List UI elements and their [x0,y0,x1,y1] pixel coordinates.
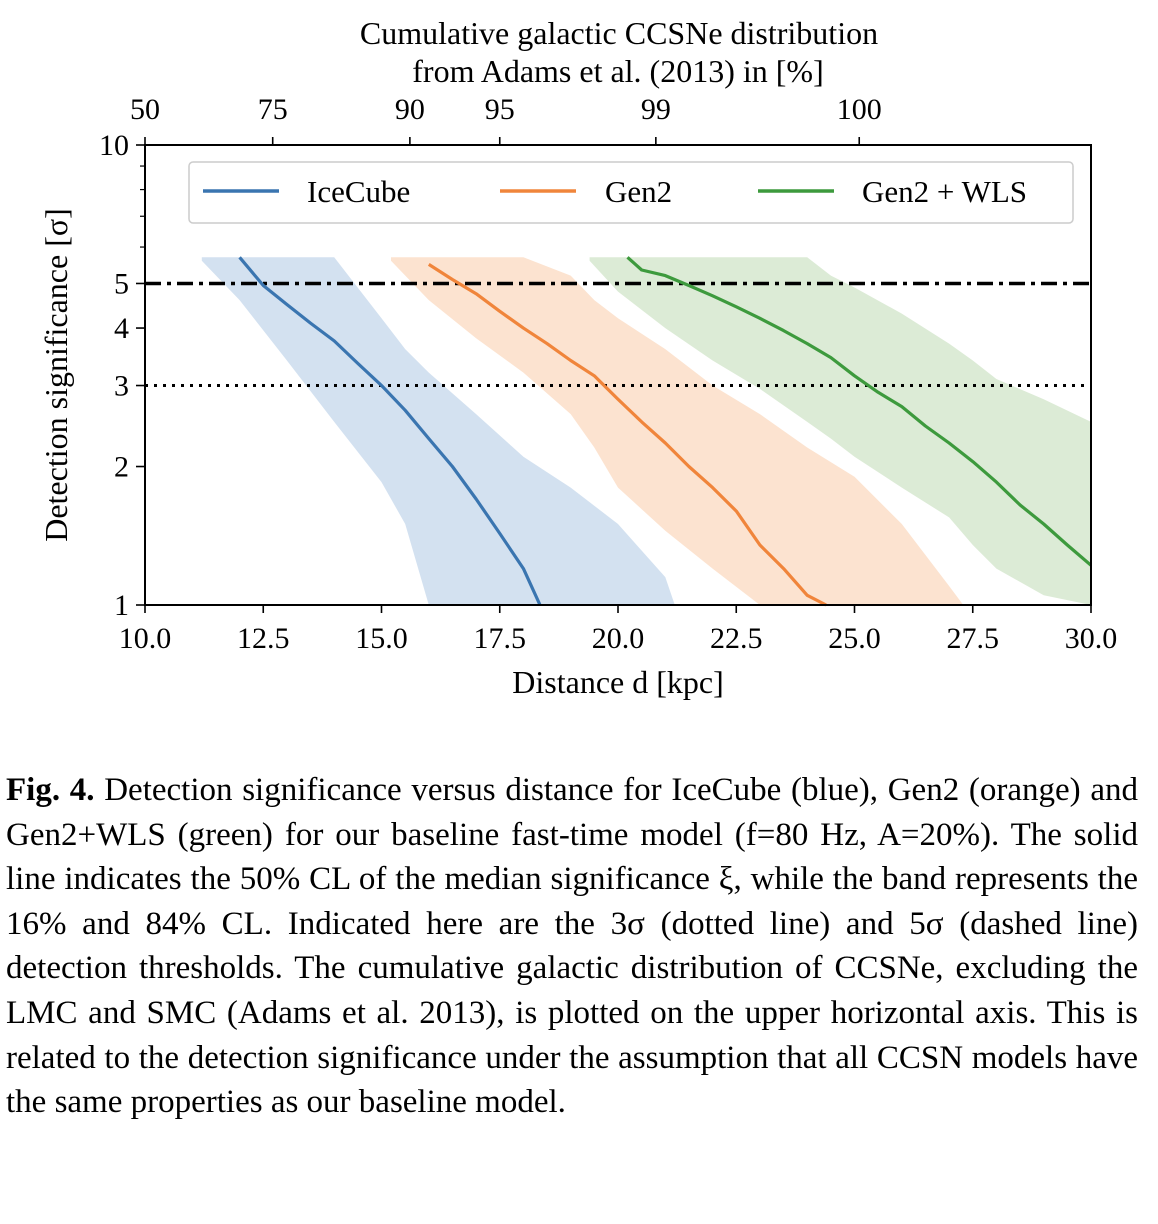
caption-label: Fig. 4. [6,772,95,808]
top-tick-label: 50 [130,93,160,126]
y-tick-label: 1 [114,589,129,622]
median-line-gen2-wls [626,256,1093,567]
x-axis-title: Distance d [kpc] [512,664,723,700]
x-tick-label: 12.5 [237,622,290,655]
x-tick-label: 27.5 [947,622,1000,655]
y-tick-label: 5 [114,267,129,300]
y-tick-label: 4 [114,312,129,345]
top-tick-label: 99 [641,93,671,126]
confidence-bands [201,257,1091,605]
top-axis-title-line1: Cumulative galactic CCSNe distribution [360,15,878,51]
median-line-icecube [238,256,542,606]
y-tick-label: 10 [99,129,129,162]
top-tick-label: 100 [837,93,882,126]
x-tick-label: 22.5 [710,622,763,655]
top-tick-label: 75 [258,93,288,126]
x-tick-label: 10.0 [119,622,172,655]
y-tick-label: 2 [114,451,129,484]
legend-label: Gen2 + WLS [862,174,1027,209]
median-lines [238,256,1093,607]
top-tick-label: 90 [395,93,425,126]
chart: 10.0 12.5 15.0 17.5 20.0 22.5 25.0 27.5 30.0 1 2 3… [38,15,1118,700]
top-axis-title-line2: from Adams et al. (2013) in [%] [412,53,823,89]
legend: IceCube Gen2 Gen2 + WLS [188,161,1074,224]
legend-label: IceCube [307,174,410,209]
median-line-gen2 [427,263,827,607]
x-tick-label: 17.5 [474,622,527,655]
legend-label: Gen2 [605,174,672,209]
y-axis: 1 2 3 4 5 10 [99,129,145,622]
x-tick-label: 25.0 [828,622,881,655]
y-axis-title: Detection significance [σ] [38,208,74,542]
x-axis: 10.0 12.5 15.0 17.5 20.0 22.5 25.0 27.5 30.0 [119,605,1118,655]
x-tick-label: 15.0 [355,622,408,655]
figure-caption: Fig. 4. Detection significance versus di… [6,768,1138,1125]
top-axis: 50 75 90 95 99 100 [130,93,882,145]
x-tick-label: 20.0 [592,622,645,655]
caption-text: Detection significance versus distance f… [6,772,1138,1121]
x-tick-label: 30.0 [1065,622,1118,655]
threshold-lines [145,281,1091,388]
band-icecube [201,257,675,605]
top-tick-label: 95 [485,93,515,126]
band-gen2 [391,257,964,605]
band-gen2-wls [589,257,1091,605]
legend-box [188,161,1074,224]
y-tick-label: 3 [114,370,129,403]
